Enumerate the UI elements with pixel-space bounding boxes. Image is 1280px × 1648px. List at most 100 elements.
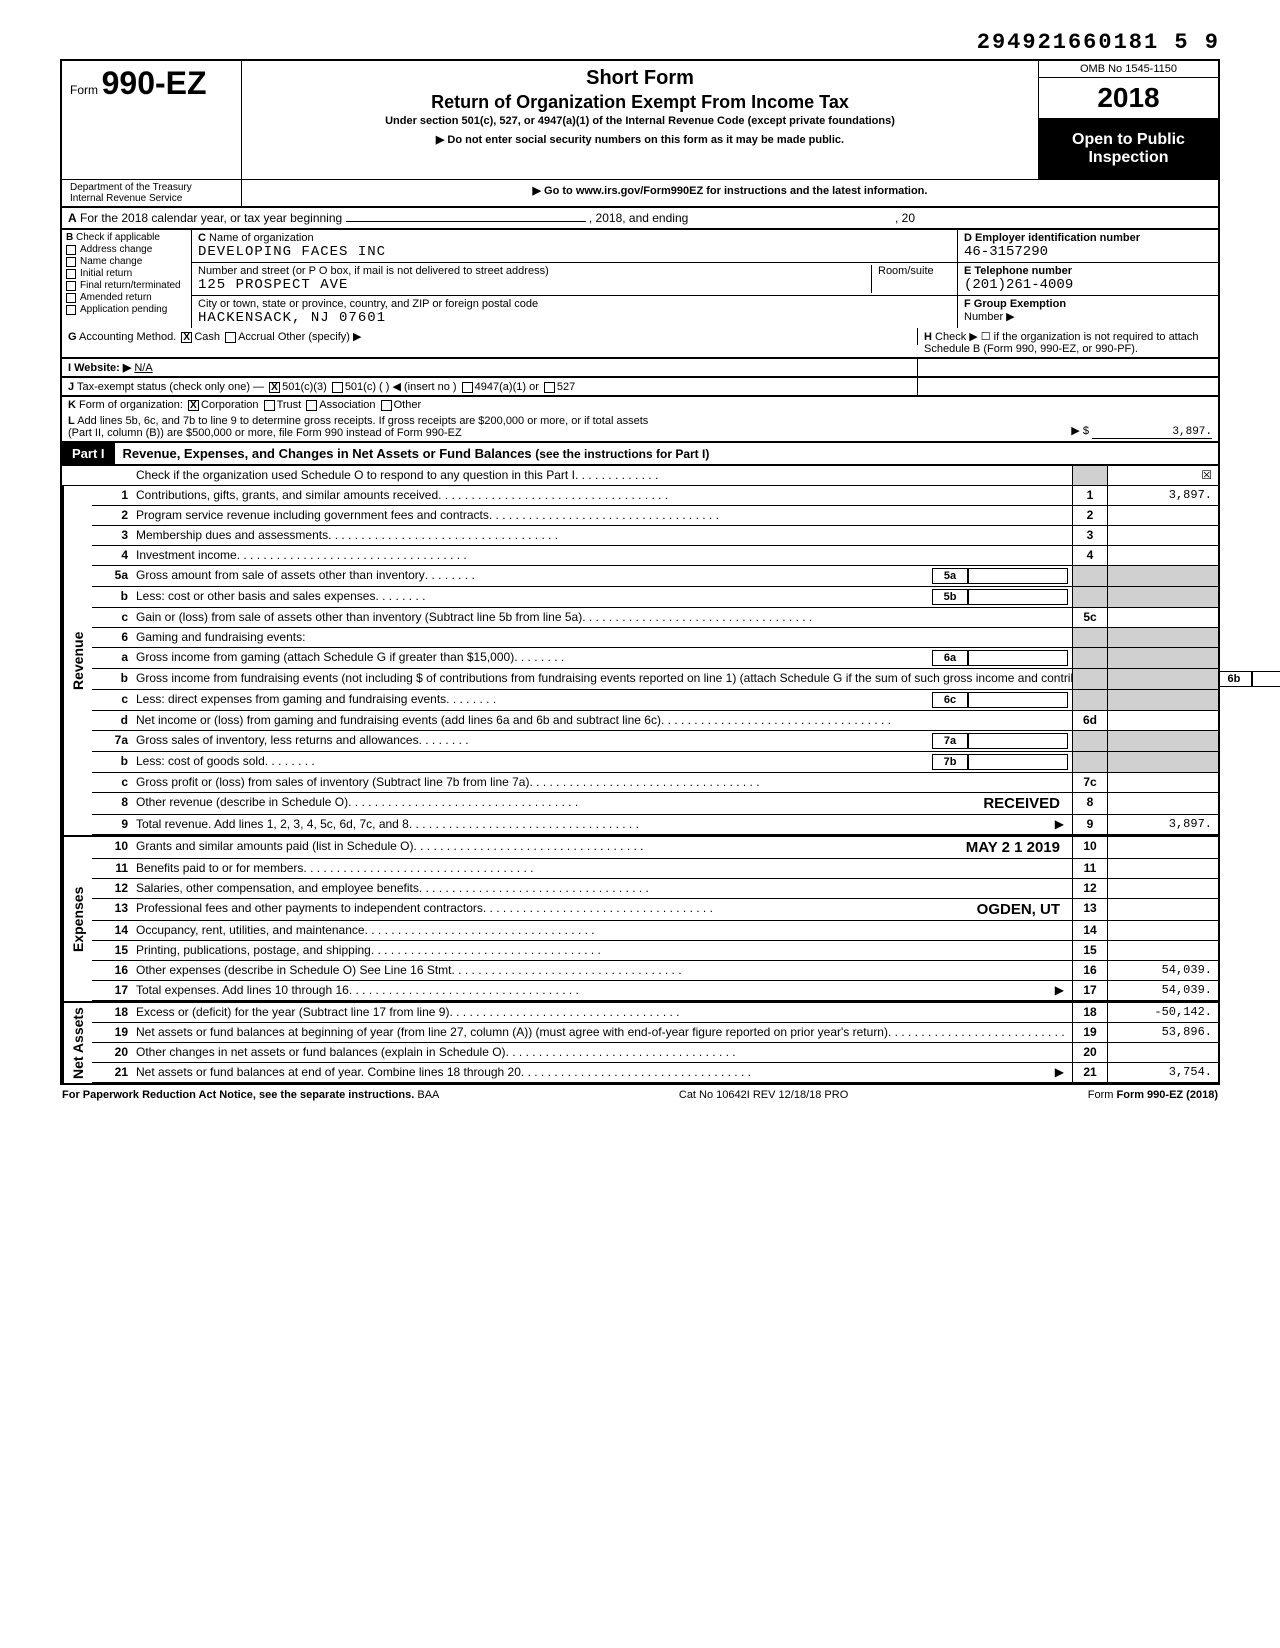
line-box: 10 bbox=[1072, 837, 1108, 858]
line-num: b bbox=[92, 752, 132, 772]
omb-number: OMB No 1545-1150 bbox=[1039, 61, 1218, 78]
line-desc: Benefits paid to or for members . . . . … bbox=[132, 859, 1072, 878]
chk-initial-return[interactable] bbox=[66, 269, 76, 279]
line-13: 13Professional fees and other payments t… bbox=[92, 899, 1218, 921]
side-revenue: Revenue bbox=[62, 486, 92, 835]
lbl-4947: 4947(a)(1) or bbox=[475, 381, 539, 393]
line-desc: Gross profit or (loss) from sales of inv… bbox=[132, 773, 1072, 792]
line-desc: Gross amount from sale of assets other t… bbox=[132, 566, 1072, 586]
line-desc: Contributions, gifts, grants, and simila… bbox=[132, 486, 1072, 505]
line-num: 20 bbox=[92, 1043, 132, 1062]
line-desc: Occupancy, rent, utilities, and maintena… bbox=[132, 921, 1072, 940]
line-5a: 5aGross amount from sale of assets other… bbox=[92, 566, 1218, 587]
line-value bbox=[1108, 587, 1218, 607]
page-footer: For Paperwork Reduction Act Notice, see … bbox=[60, 1085, 1220, 1105]
chk-527[interactable] bbox=[544, 382, 555, 393]
chk-cash[interactable] bbox=[181, 332, 192, 343]
label-c: C bbox=[198, 232, 206, 244]
line-num: a bbox=[92, 648, 132, 668]
lbl-cash: Cash bbox=[194, 331, 220, 343]
part1-check-line: Check if the organization used Schedule … bbox=[136, 468, 575, 483]
lbl-501c3: 501(c)(3) bbox=[282, 381, 327, 393]
line-value bbox=[1108, 859, 1218, 878]
line-num: c bbox=[92, 773, 132, 792]
chk-4947[interactable] bbox=[462, 382, 473, 393]
check-if-label: Check if applicable bbox=[76, 232, 160, 243]
row-a: A For the 2018 calendar year, or tax yea… bbox=[60, 208, 1220, 230]
footer-left: For Paperwork Reduction Act Notice, see … bbox=[62, 1089, 414, 1101]
row-a-end: , 20 bbox=[895, 211, 915, 225]
line-desc: Net assets or fund balances at end of ye… bbox=[132, 1063, 1072, 1082]
acct-method-label: Accounting Method. bbox=[79, 331, 176, 343]
short-form-title: Short Form bbox=[254, 67, 1026, 90]
line-16: 16Other expenses (describe in Schedule O… bbox=[92, 961, 1218, 981]
instruction-1: ▶ Do not enter social security numbers o… bbox=[254, 133, 1026, 146]
line-num: 14 bbox=[92, 921, 132, 940]
chk-other-org[interactable] bbox=[381, 400, 392, 411]
line-num: 7a bbox=[92, 731, 132, 751]
line-desc: Investment income . . . . . . . . . . . … bbox=[132, 546, 1072, 565]
line-value: -50,142. bbox=[1108, 1003, 1218, 1022]
line-11: 11Benefits paid to or for members . . . … bbox=[92, 859, 1218, 879]
line-box: 16 bbox=[1072, 961, 1108, 980]
line-c: cLess: direct expenses from gaming and f… bbox=[92, 690, 1218, 711]
chk-accrual[interactable] bbox=[225, 332, 236, 343]
line-17: 17Total expenses. Add lines 10 through 1… bbox=[92, 981, 1218, 1001]
line-18: 18Excess or (deficit) for the year (Subt… bbox=[92, 1003, 1218, 1023]
line-box: 20 bbox=[1072, 1043, 1108, 1062]
line-num: 11 bbox=[92, 859, 132, 878]
chk-501c[interactable] bbox=[332, 382, 343, 393]
line-value bbox=[1108, 669, 1218, 689]
line-desc: Less: cost of goods sold . . . . . . . .… bbox=[132, 752, 1072, 772]
row-k: K Form of organization: Corporation Trus… bbox=[60, 397, 1220, 413]
chk-assoc[interactable] bbox=[306, 400, 317, 411]
line-19: 19Net assets or fund balances at beginni… bbox=[92, 1023, 1218, 1043]
header-info-grid: B Check if applicable Address change Nam… bbox=[60, 230, 1220, 328]
lbl-501c: 501(c) ( bbox=[345, 381, 383, 393]
name-label: Name of organization bbox=[209, 232, 314, 244]
line-desc: Professional fees and other payments to … bbox=[132, 899, 1072, 920]
website-label: Website: ▶ bbox=[74, 362, 131, 374]
line-num: 9 bbox=[92, 815, 132, 834]
line-box: 8 bbox=[1072, 793, 1108, 814]
line-value bbox=[1108, 690, 1218, 710]
l-text1: Add lines 5b, 6c, and 7b to line 9 to de… bbox=[77, 415, 648, 427]
line-value bbox=[1108, 506, 1218, 525]
line-num: 15 bbox=[92, 941, 132, 960]
line-num: 13 bbox=[92, 899, 132, 920]
line-desc: Net assets or fund balances at beginning… bbox=[132, 1023, 1072, 1042]
line-value bbox=[1108, 773, 1218, 792]
chk-pending[interactable] bbox=[66, 305, 76, 315]
chk-final-return[interactable] bbox=[66, 281, 76, 291]
part1-table: Check if the organization used Schedule … bbox=[60, 466, 1220, 1085]
l-value: 3,897. bbox=[1092, 426, 1212, 439]
dln-code: 294921660181 5 9 bbox=[60, 30, 1220, 55]
line-box: 2 bbox=[1072, 506, 1108, 525]
line-num: 3 bbox=[92, 526, 132, 545]
room-suite-label: Room/suite bbox=[871, 265, 951, 293]
line-num: c bbox=[92, 608, 132, 627]
chk-address-change[interactable] bbox=[66, 245, 76, 255]
city-label: City or town, state or province, country… bbox=[198, 298, 538, 310]
line-desc: Gain or (loss) from sale of assets other… bbox=[132, 608, 1072, 627]
line-num: 12 bbox=[92, 879, 132, 898]
chk-name-change[interactable] bbox=[66, 257, 76, 267]
line-box: 13 bbox=[1072, 899, 1108, 920]
row-j: J Tax-exempt status (check only one) — 5… bbox=[60, 378, 1220, 397]
line-box bbox=[1072, 566, 1108, 586]
tax-year: 2018 bbox=[1039, 78, 1218, 119]
line-box: 14 bbox=[1072, 921, 1108, 940]
line-value: 3,897. bbox=[1108, 486, 1218, 505]
line-value bbox=[1108, 921, 1218, 940]
lbl-527: 527 bbox=[557, 381, 575, 393]
line-1: 1Contributions, gifts, grants, and simil… bbox=[92, 486, 1218, 506]
chk-trust[interactable] bbox=[264, 400, 275, 411]
line-value bbox=[1108, 628, 1218, 647]
chk-501c3[interactable] bbox=[269, 382, 280, 393]
line-value: 3,897. bbox=[1108, 815, 1218, 834]
line-box bbox=[1072, 690, 1108, 710]
chk-amended[interactable] bbox=[66, 293, 76, 303]
line-desc: Gross sales of inventory, less returns a… bbox=[132, 731, 1072, 751]
chk-corp[interactable] bbox=[188, 400, 199, 411]
line-value bbox=[1108, 752, 1218, 772]
